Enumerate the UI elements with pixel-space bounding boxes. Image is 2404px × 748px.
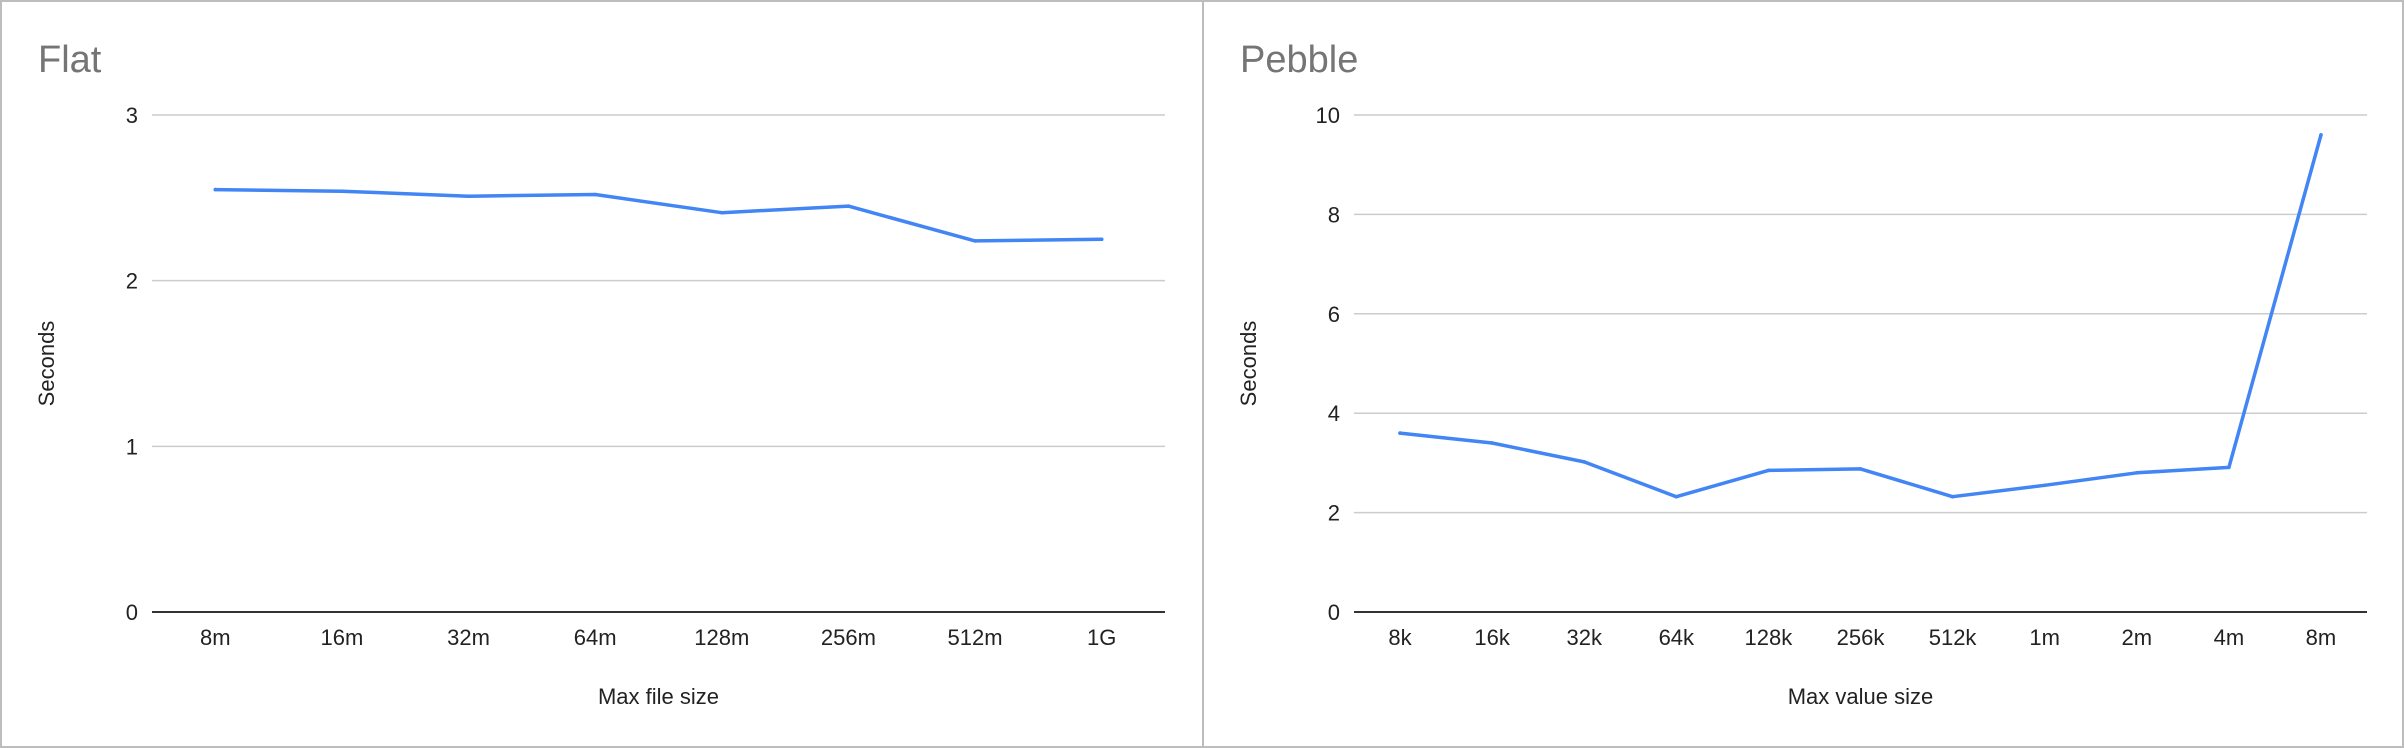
y-axis-title: Seconds — [34, 321, 59, 407]
y-tick-label: 3 — [126, 103, 138, 128]
data-point — [2227, 465, 2231, 470]
x-tick-label: 1G — [1087, 625, 1116, 650]
x-tick-label: 128k — [1745, 625, 1794, 650]
y-tick-label: 2 — [1328, 501, 1340, 526]
x-tick-label: 2m — [2121, 625, 2152, 650]
pebble-chart-panel: Pebble 0 2 4 6 8 10 8k 16k 32k 64k 128k 256k 512k 1m 2m… — [1204, 2, 2404, 746]
y-tick-label: 0 — [126, 600, 138, 625]
data-point — [340, 189, 344, 194]
data-point — [1490, 441, 1494, 445]
x-tick-label: 64m — [574, 625, 617, 650]
x-tick-label: 256m — [821, 625, 876, 650]
x-tick-label: 512m — [948, 625, 1003, 650]
y-tick-label: 1 — [126, 434, 138, 459]
x-tick-label: 32m — [447, 625, 490, 650]
chart-title: Pebble — [1240, 39, 1358, 81]
y-tick-label: 4 — [1328, 401, 1340, 426]
y-tick-label: 10 — [1316, 103, 1340, 128]
data-point — [1582, 460, 1587, 464]
x-tick-label: 8m — [200, 625, 231, 650]
series-line — [1398, 133, 2323, 499]
data-point — [846, 204, 851, 208]
data-point — [1950, 494, 1955, 499]
y-tick-label: 8 — [1328, 202, 1340, 227]
data-point — [593, 192, 597, 197]
x-axis-title: Max file size — [598, 684, 719, 709]
data-point — [1674, 494, 1679, 499]
data-point — [2319, 133, 2323, 137]
x-tick-label: 8k — [1388, 625, 1412, 650]
x-tick-label: 32k — [1566, 625, 1602, 650]
x-tick-label: 64k — [1659, 625, 1695, 650]
x-tick-label: 4m — [2214, 625, 2245, 650]
x-tick-label: 8m — [2306, 625, 2337, 650]
data-point — [720, 210, 724, 215]
chart-title: Flat — [38, 39, 102, 81]
panel-divider — [1202, 2, 1204, 746]
data-point — [1858, 467, 1863, 471]
data-point — [466, 194, 471, 198]
x-tick-label: 128m — [694, 625, 749, 650]
y-tick-label: 6 — [1328, 302, 1340, 327]
line-chart: Pebble 0 2 4 6 8 10 8k 16k 32k 64k 128k 256k 512k 1m 2m… — [1236, 39, 2367, 709]
flat-chart-panel: Flat 0 1 2 3 8m 16m 32m 64m 128m 256m 512m 1G Max fil… — [2, 2, 1202, 746]
x-tick-label: 512k — [1929, 625, 1978, 650]
x-tick-label: 16m — [321, 625, 364, 650]
x-tick-label: 1m — [2029, 625, 2060, 650]
y-tick-label: 2 — [126, 269, 138, 294]
data-point — [1099, 237, 1104, 242]
data-point — [1398, 431, 1402, 435]
x-tick-label: 256k — [1837, 625, 1886, 650]
y-axis-title: Seconds — [1236, 321, 1261, 407]
data-point — [2134, 471, 2139, 475]
x-axis-title: Max value size — [1788, 684, 1934, 709]
y-tick-label: 0 — [1328, 600, 1340, 625]
data-point — [1766, 468, 1771, 473]
x-tick-label: 16k — [1474, 625, 1510, 650]
series-line — [213, 187, 1104, 243]
data-point — [213, 187, 218, 192]
data-point — [2042, 483, 2047, 488]
line-chart: Flat 0 1 2 3 8m 16m 32m 64m 128m 256m 512m 1G Max fil… — [34, 39, 1165, 709]
data-point — [973, 239, 977, 243]
